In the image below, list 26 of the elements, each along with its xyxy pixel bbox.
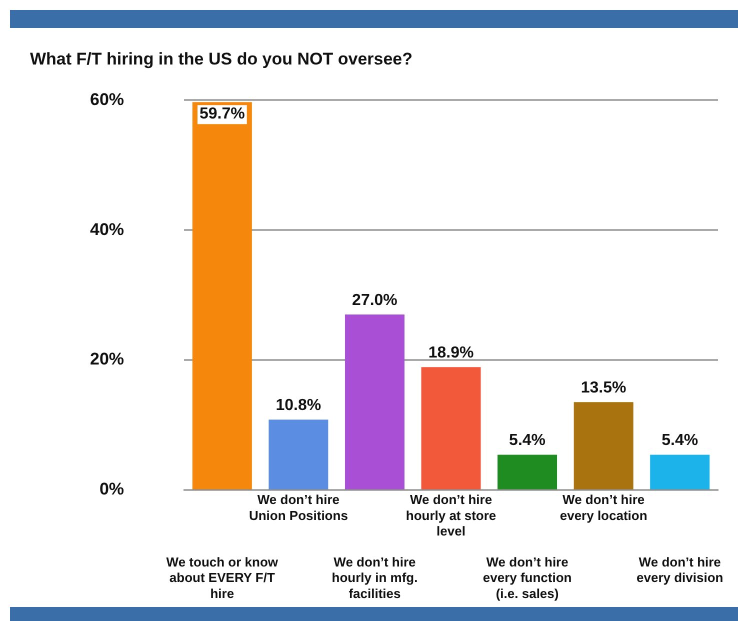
x-tick-label: We don’t hire hourly at store level bbox=[406, 492, 496, 538]
bar bbox=[650, 454, 710, 490]
x-tick-label: We touch or know about EVERY F/T hire bbox=[166, 554, 279, 601]
data-label: 18.9% bbox=[428, 344, 474, 362]
x-tick-label: We don’t hire every function (i.e. sales) bbox=[482, 554, 572, 601]
data-label: 13.5% bbox=[580, 380, 626, 397]
bar bbox=[498, 454, 558, 490]
x-tick-label: We don’t hire every location bbox=[560, 492, 648, 523]
data-label: 5.4% bbox=[509, 432, 546, 450]
y-tick-label: 40% bbox=[90, 220, 124, 239]
chart-title: What F/T hiring in the US do you NOT oversee? bbox=[30, 50, 413, 69]
x-tick-label: We don’t hire hourly in mfg. facilities bbox=[332, 554, 418, 601]
y-tick-label: 60% bbox=[90, 90, 124, 109]
y-tick-label: 0% bbox=[99, 479, 124, 498]
x-tick-label: We don’t hire every division bbox=[636, 554, 724, 586]
bar bbox=[421, 367, 481, 490]
bar bbox=[574, 402, 634, 490]
data-label: 59.7% bbox=[199, 106, 245, 123]
bar bbox=[344, 314, 404, 490]
bar bbox=[268, 420, 328, 490]
data-label: 10.8% bbox=[276, 397, 322, 414]
data-label: 27.0% bbox=[352, 292, 398, 309]
y-tick-label: 20% bbox=[90, 350, 124, 369]
bar bbox=[192, 102, 252, 490]
data-label: 5.4% bbox=[662, 432, 698, 450]
x-tick-label: We don’t hire Union Positions bbox=[248, 492, 348, 523]
